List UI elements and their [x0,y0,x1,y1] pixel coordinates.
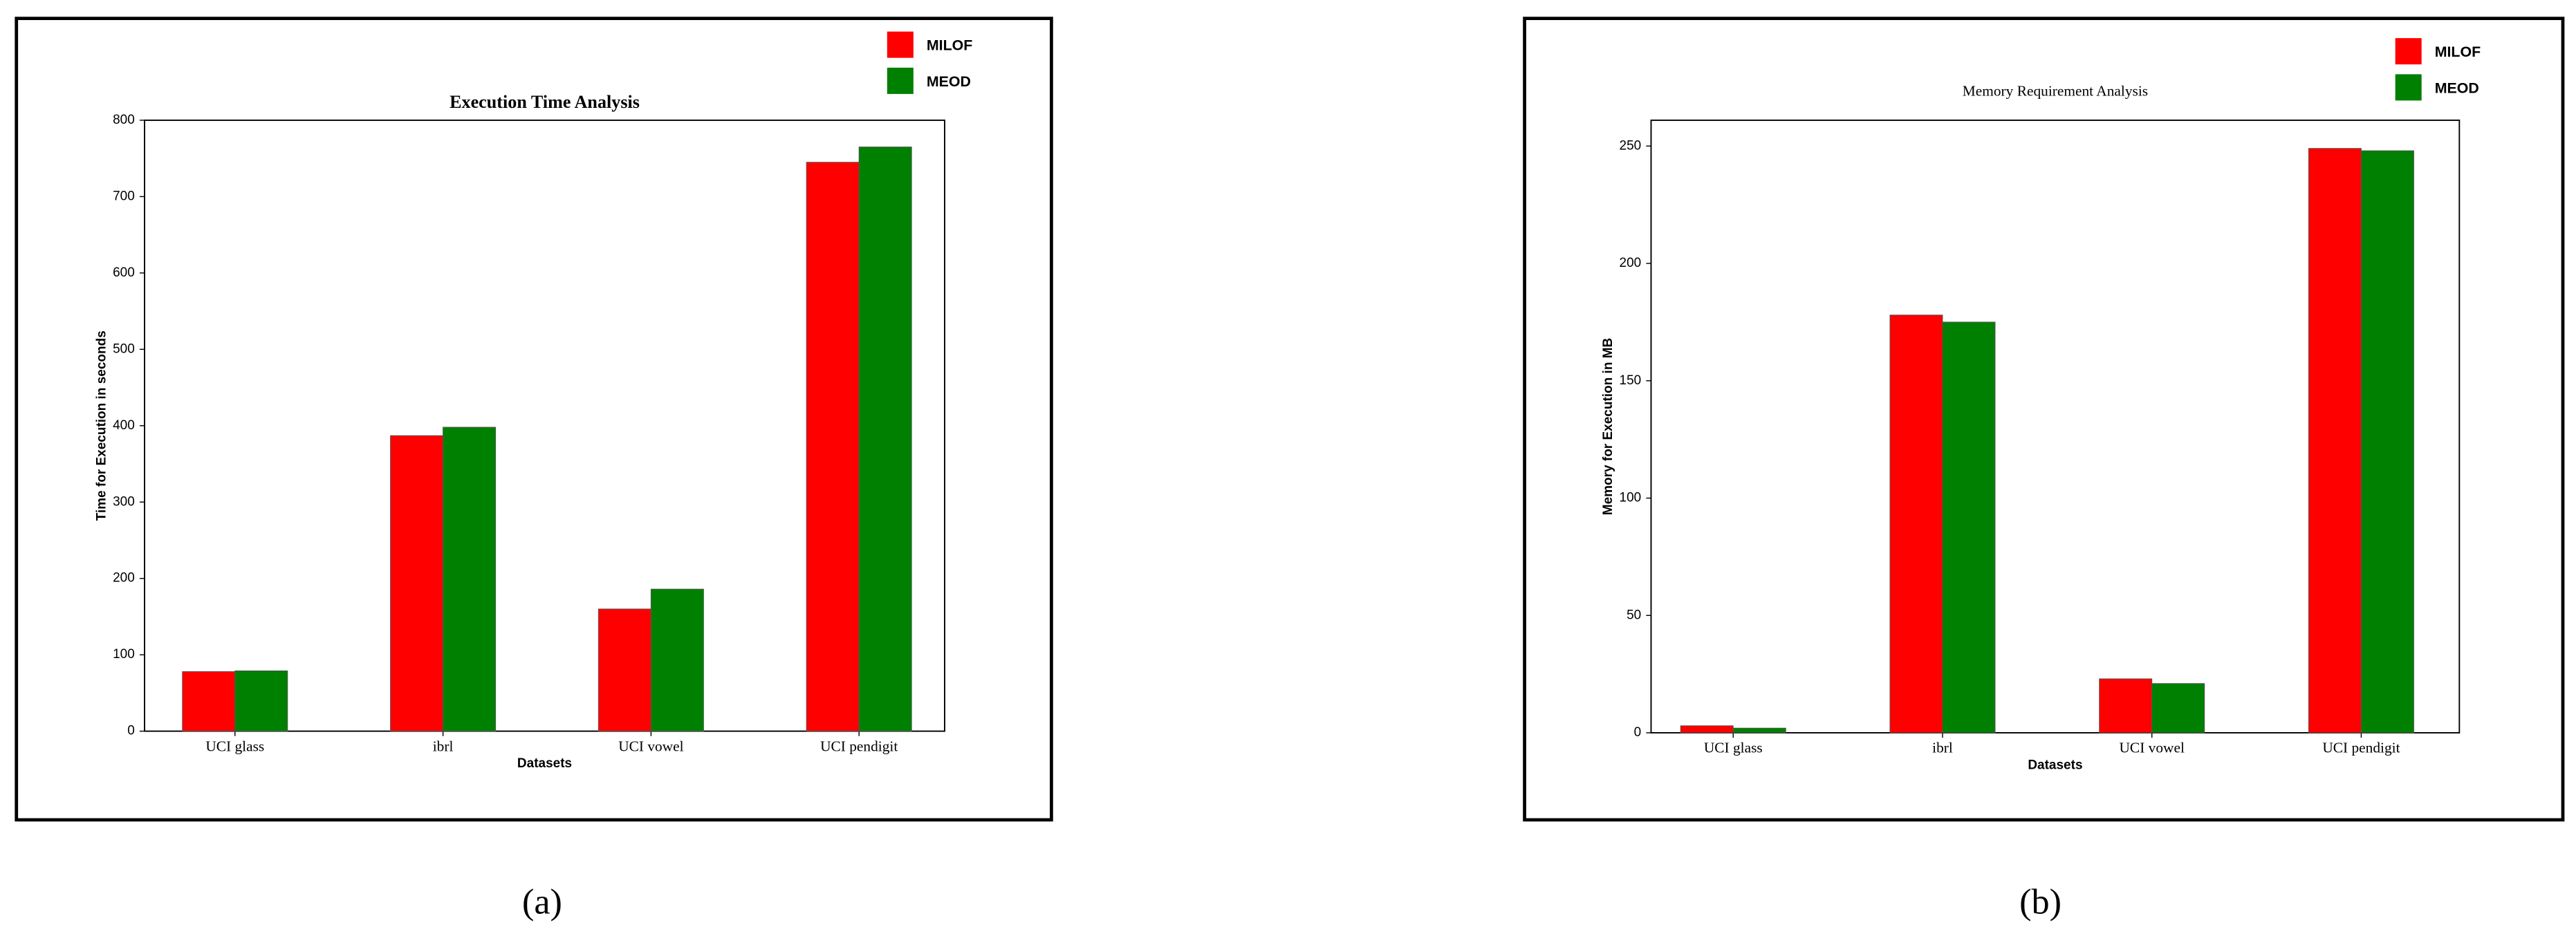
y-tick-label: 500 [113,341,135,356]
x-tick-label: UCI glass [205,738,264,754]
y-tick-label: 0 [1634,725,1642,740]
chart-title: Execution Time Analysis [450,92,640,112]
legend-label: MEOD [2435,79,2479,96]
legend-label: MILOF [2435,44,2481,60]
x-tick-label: UCI glass [1704,740,1763,756]
y-tick-label: 300 [113,494,135,509]
chart-title: Memory Requirement Analysis [1963,82,2148,99]
y-tick-label: 100 [1620,491,1642,505]
legend-label: MEOD [927,73,971,90]
y-tick-label: 250 [1620,138,1642,153]
y-tick-label: 150 [1620,373,1642,388]
plot-area [1650,119,2461,733]
y-tick-label: 200 [1620,256,1642,270]
bar [1889,315,1943,733]
bar [650,588,704,732]
x-tick-label: ibrl [433,738,454,754]
y-tick-label: 800 [113,113,135,127]
x-tick-label: UCI pendigit [820,738,898,754]
bar [234,670,288,732]
y-tick-label: 0 [127,724,135,738]
x-axis-label: Datasets [2028,758,2082,773]
legend-swatch [887,67,914,94]
bar [1732,727,1786,733]
x-tick-label: UCI vowel [2120,740,2185,756]
legend-label: MILOF [927,37,972,54]
y-tick-label: 700 [113,189,135,203]
bar [2099,678,2153,733]
x-tick-label: ibrl [1932,740,1953,756]
x-tick-label: UCI pendigit [2322,740,2400,756]
y-axis-label: Memory for Execution in MB [1601,338,1615,516]
panel-frame [1523,17,2565,822]
bar [1942,321,1996,733]
bar [2360,150,2414,733]
bar [2151,683,2205,733]
bar [806,162,860,732]
bar [858,147,912,732]
x-axis-label: Datasets [517,756,572,771]
bar [597,608,651,732]
bar [390,435,444,732]
bar [443,427,497,732]
y-tick-label: 600 [113,265,135,280]
panel-caption: (a) [522,881,562,921]
y-tick-label: 50 [1627,608,1641,622]
legend-swatch [2395,74,2422,101]
bar [1680,725,1734,733]
panel-frame [15,17,1053,822]
panel-caption: (b) [2019,881,2061,921]
bar [182,671,236,732]
y-axis-label: Time for Execution in seconds [94,330,109,521]
y-tick-label: 100 [113,647,135,662]
y-tick-label: 400 [113,418,135,433]
bar [2308,148,2362,733]
legend-swatch [2395,38,2422,65]
y-tick-label: 200 [113,571,135,586]
x-tick-label: UCI vowel [618,738,683,754]
legend-swatch [887,31,914,58]
